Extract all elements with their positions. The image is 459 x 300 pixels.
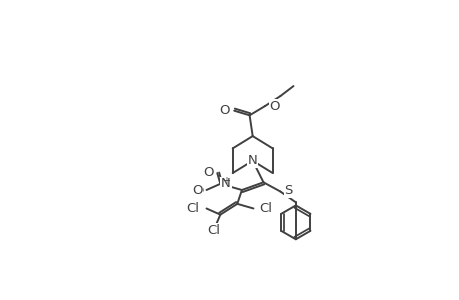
Text: Cl: Cl xyxy=(259,202,272,215)
Text: N: N xyxy=(221,177,230,190)
Text: Cl: Cl xyxy=(207,224,220,236)
Text: O: O xyxy=(202,166,213,179)
Text: O: O xyxy=(192,184,202,196)
Text: O: O xyxy=(269,100,280,112)
Text: S: S xyxy=(284,184,292,197)
Text: O: O xyxy=(218,104,229,117)
Text: N: N xyxy=(247,154,257,167)
Text: +: + xyxy=(222,176,230,186)
Text: Cl: Cl xyxy=(185,202,198,215)
